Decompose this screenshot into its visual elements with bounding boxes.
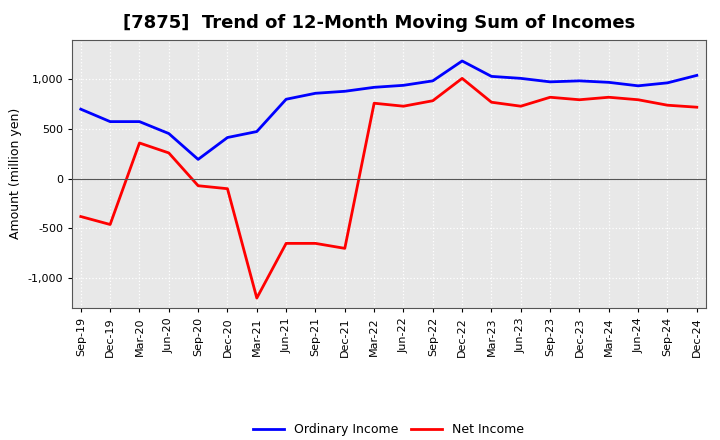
Net Income	[458, 76, 467, 81]
Ordinary Income	[663, 80, 672, 85]
Ordinary Income	[693, 73, 701, 78]
Net Income	[370, 101, 379, 106]
Net Income	[194, 183, 202, 188]
Ordinary Income	[605, 80, 613, 85]
Net Income	[634, 97, 642, 103]
Ordinary Income	[575, 78, 584, 84]
Ordinary Income	[135, 119, 144, 124]
Ordinary Income	[458, 59, 467, 64]
Ordinary Income	[223, 135, 232, 140]
Net Income	[223, 186, 232, 191]
Net Income	[135, 140, 144, 146]
Net Income	[546, 95, 554, 100]
Y-axis label: Amount (million yen): Amount (million yen)	[9, 108, 22, 239]
Ordinary Income	[106, 119, 114, 124]
Net Income	[253, 295, 261, 301]
Ordinary Income	[194, 157, 202, 162]
Net Income	[663, 103, 672, 108]
Net Income	[693, 105, 701, 110]
Ordinary Income	[399, 83, 408, 88]
Net Income	[76, 214, 85, 219]
Ordinary Income	[516, 76, 525, 81]
Ordinary Income	[253, 129, 261, 134]
Net Income	[487, 99, 496, 105]
Line: Net Income: Net Income	[81, 78, 697, 298]
Net Income	[164, 150, 173, 156]
Ordinary Income	[428, 78, 437, 84]
Net Income	[605, 95, 613, 100]
Net Income	[106, 222, 114, 227]
Net Income	[428, 98, 437, 103]
Net Income	[341, 246, 349, 251]
Ordinary Income	[546, 79, 554, 84]
Net Income	[516, 103, 525, 109]
Ordinary Income	[370, 84, 379, 90]
Ordinary Income	[341, 88, 349, 94]
Net Income	[399, 103, 408, 109]
Line: Ordinary Income: Ordinary Income	[81, 61, 697, 159]
Text: [7875]  Trend of 12-Month Moving Sum of Incomes: [7875] Trend of 12-Month Moving Sum of I…	[122, 15, 635, 33]
Ordinary Income	[634, 83, 642, 88]
Ordinary Income	[164, 131, 173, 136]
Legend: Ordinary Income, Net Income: Ordinary Income, Net Income	[248, 418, 529, 440]
Ordinary Income	[311, 91, 320, 96]
Ordinary Income	[76, 106, 85, 112]
Ordinary Income	[282, 97, 290, 102]
Net Income	[311, 241, 320, 246]
Net Income	[575, 97, 584, 103]
Net Income	[282, 241, 290, 246]
Ordinary Income	[487, 74, 496, 79]
